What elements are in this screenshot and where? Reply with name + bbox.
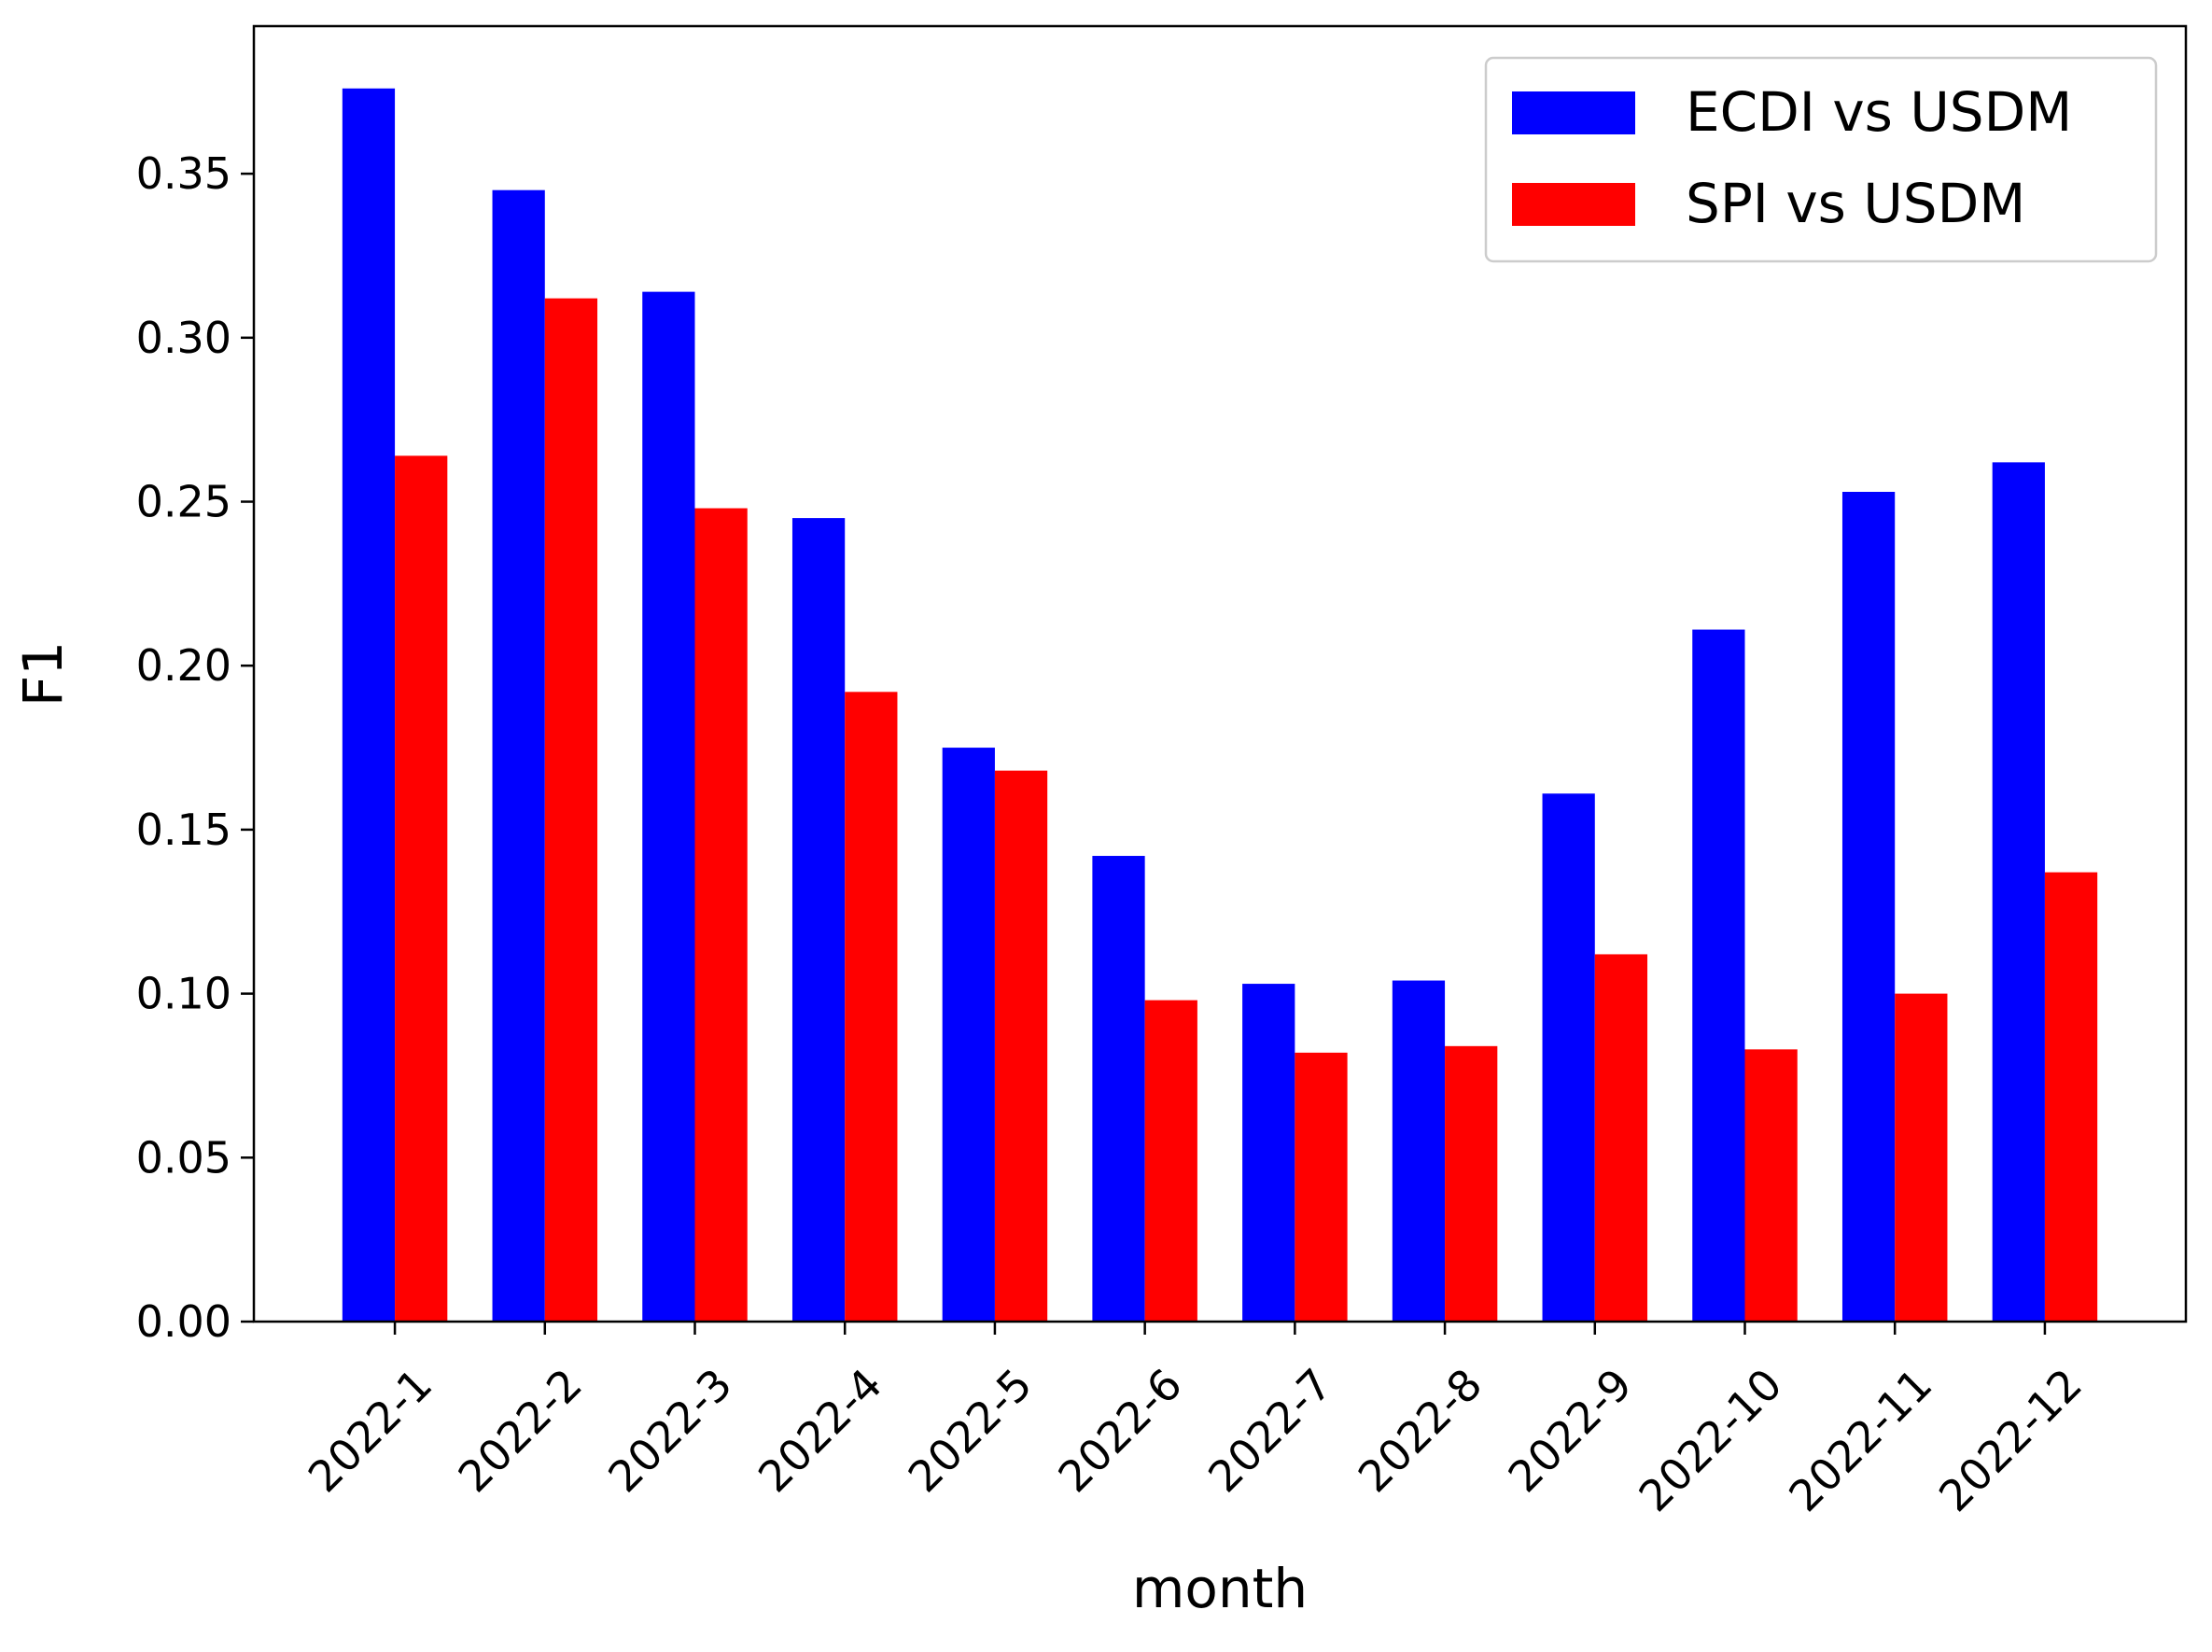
bar-ecdi-2022-10 xyxy=(1692,629,1745,1322)
bar-ecdi-2022-4 xyxy=(791,518,846,1322)
plot-frame xyxy=(252,24,2188,1323)
bar-spi-2022-8 xyxy=(1445,1045,1498,1322)
legend: ECDI vs USDM SPI vs USDM xyxy=(1484,56,2158,263)
bar-ecdi-2022-8 xyxy=(1392,980,1446,1322)
bar-spi-2022-5 xyxy=(994,770,1048,1322)
y-tick-label: 0.10 xyxy=(136,969,231,1019)
bar-spi-2022-7 xyxy=(1295,1052,1348,1322)
x-axis-label: month xyxy=(1132,1557,1308,1620)
y-tick-label: 0.20 xyxy=(136,640,231,691)
legend-label-spi: SPI vs USDM xyxy=(1686,172,2025,235)
bar-ecdi-2022-9 xyxy=(1542,793,1595,1322)
y-tick-label: 0.15 xyxy=(136,805,231,855)
y-tick-label: 0.00 xyxy=(136,1296,231,1347)
bar-ecdi-2022-12 xyxy=(1992,462,2045,1322)
bars-group xyxy=(342,88,2098,1323)
legend-swatch-ecdi xyxy=(1512,91,1635,134)
bar-ecdi-2022-6 xyxy=(1092,856,1145,1322)
bar-spi-2022-11 xyxy=(1895,993,1948,1322)
bar-spi-2022-3 xyxy=(694,508,748,1322)
bar-spi-2022-10 xyxy=(1744,1049,1798,1322)
bar-spi-2022-9 xyxy=(1594,954,1648,1322)
bar-spi-2022-1 xyxy=(395,455,448,1322)
bar-spi-2022-6 xyxy=(1144,1000,1197,1322)
y-tick-label: 0.30 xyxy=(136,313,231,363)
legend-swatch-spi xyxy=(1512,183,1635,226)
bar-ecdi-2022-2 xyxy=(492,189,545,1323)
bar-ecdi-2022-3 xyxy=(642,291,695,1323)
legend-label-ecdi: ECDI vs USDM xyxy=(1686,80,2072,144)
bar-ecdi-2022-11 xyxy=(1841,491,1896,1322)
bar-ecdi-2022-1 xyxy=(342,88,396,1323)
bar-spi-2022-4 xyxy=(845,692,898,1322)
y-tick-label: 0.05 xyxy=(136,1132,231,1183)
y-tick-label: 0.25 xyxy=(136,477,231,527)
bar-ecdi-2022-7 xyxy=(1242,984,1295,1322)
bar-spi-2022-12 xyxy=(2044,872,2098,1322)
y-axis: 0.00 0.05 0.10 0.15 0.20 0.25 0.30 0.35 xyxy=(136,148,254,1347)
y-axis-label: F1 xyxy=(11,641,75,707)
y-tick-label: 0.35 xyxy=(136,148,231,199)
bar-ecdi-2022-5 xyxy=(942,748,995,1322)
bar-spi-2022-2 xyxy=(544,298,598,1322)
legend-box xyxy=(1484,56,2158,263)
